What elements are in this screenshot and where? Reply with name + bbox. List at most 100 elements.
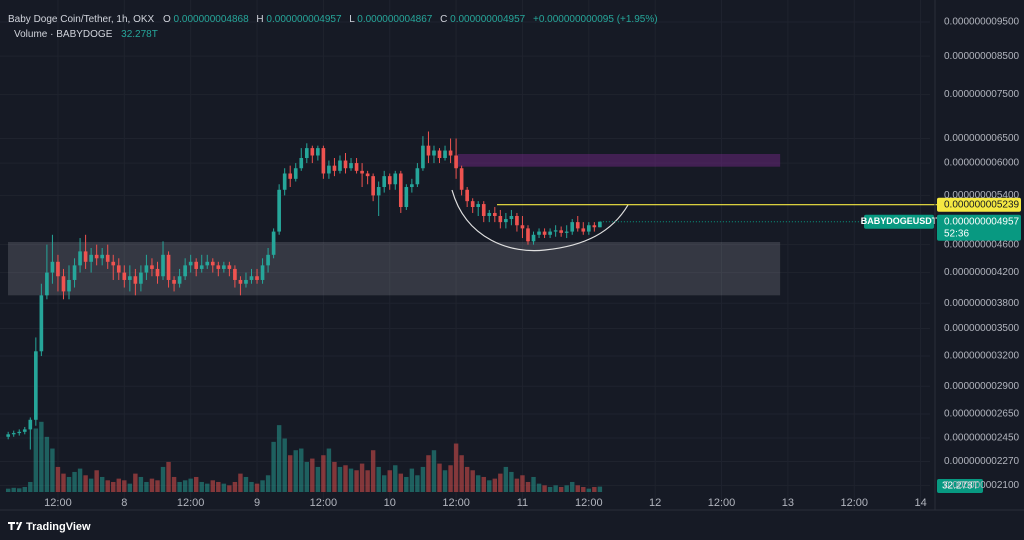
- symbol-label: BABYDOGEUSDT: [861, 216, 938, 226]
- candle-body: [188, 261, 193, 266]
- volume-bar: [221, 483, 227, 492]
- candle-body: [437, 150, 442, 159]
- volume-bar: [481, 476, 486, 492]
- x-tick-label: 12:00: [840, 497, 868, 509]
- candle-body: [443, 150, 447, 159]
- volume-pane: [5, 421, 603, 492]
- logo-icon: [8, 522, 23, 530]
- y-tick-label: 0.000000004600: [944, 239, 1020, 250]
- volume-bar: [365, 470, 370, 492]
- candle-body: [61, 276, 66, 292]
- candle-body: [50, 261, 55, 273]
- c-value: 0.000000004957: [450, 14, 526, 25]
- candle-body: [382, 176, 387, 188]
- alert-label: 0.000000005239: [944, 199, 1020, 210]
- y-tick-label: 0.000000002450: [944, 433, 1020, 444]
- volume-bar: [592, 486, 597, 492]
- candle-body: [387, 176, 392, 185]
- candle-body: [166, 254, 171, 280]
- candle-body: [144, 265, 149, 273]
- volume-bar: [453, 443, 459, 492]
- candle-body: [116, 265, 121, 273]
- volume-bar: [321, 455, 326, 492]
- candle-body: [72, 265, 77, 280]
- volume-bar: [542, 485, 547, 492]
- volume-bar: [420, 466, 426, 492]
- l-value: 0.000000004867: [357, 14, 433, 25]
- volume-bar: [464, 466, 470, 492]
- candle-body: [415, 168, 420, 185]
- candle-body: [515, 215, 519, 226]
- candle-body: [564, 231, 569, 233]
- candle-body: [89, 254, 93, 262]
- candle-body: [421, 145, 425, 169]
- volume-bar: [564, 485, 569, 492]
- candle-body: [327, 165, 331, 174]
- candle-body: [282, 173, 287, 190]
- candle-body: [222, 265, 226, 269]
- candle-body: [260, 265, 265, 280]
- volume-bar: [105, 480, 110, 492]
- volume-bar: [232, 481, 238, 492]
- volume-bar: [287, 455, 293, 492]
- cup-drawing: [451, 189, 629, 252]
- candle-body: [586, 225, 591, 232]
- volume-bar: [171, 476, 177, 492]
- x-tick-label: 11: [517, 497, 528, 509]
- candle-body: [481, 204, 486, 216]
- volume-bar: [404, 476, 409, 492]
- volume-bar: [503, 466, 509, 492]
- candle-body: [255, 276, 259, 280]
- candle-body: [454, 155, 458, 169]
- candle-body: [67, 279, 71, 292]
- zone: [8, 241, 781, 296]
- volume-bar: [182, 480, 188, 492]
- brand: TradingView: [26, 521, 91, 533]
- volume-bar: [547, 486, 553, 492]
- volume-bar: [431, 450, 437, 492]
- candle-body: [376, 187, 381, 196]
- logo-dot: [16, 522, 19, 525]
- change: +0.000000000095 (+1.95%): [533, 14, 658, 25]
- y-tick-label: 0.000000003200: [944, 351, 1020, 362]
- volume-bar: [149, 478, 155, 492]
- candle-body: [371, 176, 375, 196]
- volume-bar: [581, 486, 586, 492]
- volume-bar: [5, 488, 11, 492]
- volume-bar: [111, 481, 116, 492]
- candle-body: [581, 228, 586, 232]
- volume-bar: [210, 480, 215, 492]
- x-tick-label: 14: [914, 497, 926, 509]
- candle-body: [426, 145, 431, 156]
- candle-body: [299, 158, 304, 169]
- candle-body: [553, 230, 558, 232]
- y-tick-label: 0.000000003500: [944, 323, 1020, 334]
- candle-body: [39, 295, 44, 352]
- candle-body: [233, 268, 237, 280]
- candle-body: [78, 251, 82, 266]
- volume-bar: [597, 486, 603, 492]
- volume-bar: [315, 466, 321, 492]
- volume-bar: [470, 470, 475, 492]
- candle-body: [476, 204, 481, 208]
- candle-body: [321, 148, 326, 174]
- candle-body: [11, 433, 16, 435]
- volume-bar: [492, 478, 498, 492]
- volume-bar: [310, 458, 315, 492]
- volume-bar: [11, 487, 16, 492]
- volume-bar: [498, 473, 503, 492]
- candle-body: [537, 231, 541, 235]
- candle-body: [194, 261, 199, 269]
- volume-bar: [83, 475, 88, 492]
- x-tick-label: 12:00: [442, 497, 470, 509]
- volume-bar: [88, 478, 94, 492]
- candle-body: [271, 231, 276, 255]
- candle-body: [310, 148, 315, 156]
- candle-body: [365, 173, 370, 177]
- price-label: 0.000000004957: [944, 216, 1020, 227]
- candle-body: [592, 225, 597, 228]
- volume-bar: [205, 483, 210, 492]
- candle-body: [150, 265, 154, 269]
- candles: [6, 131, 602, 450]
